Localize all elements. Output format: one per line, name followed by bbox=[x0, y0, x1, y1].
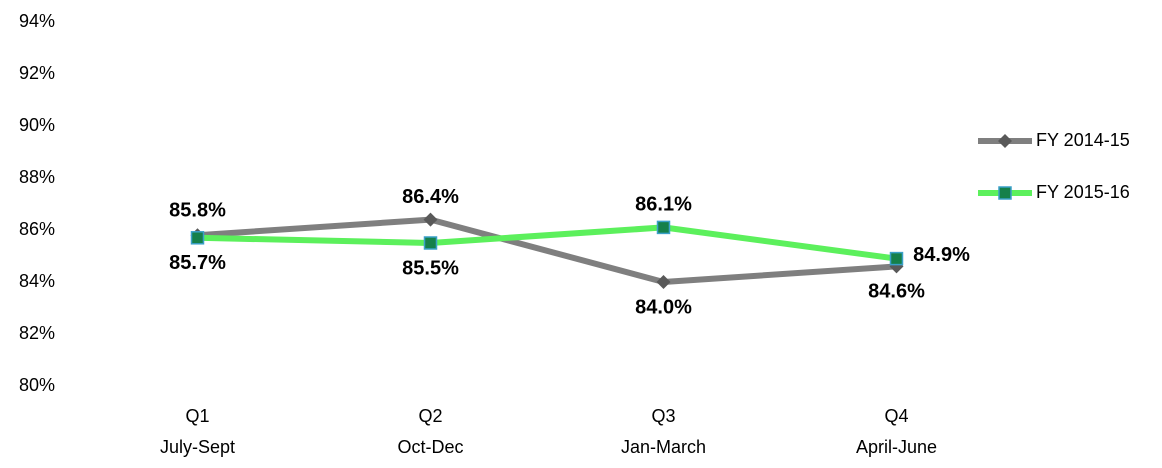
point-marker bbox=[656, 275, 671, 289]
legend-marker bbox=[998, 186, 1012, 200]
legend-item: FY 2015-16 bbox=[978, 182, 1130, 202]
point-marker bbox=[190, 231, 205, 245]
data-label: 84.6% bbox=[868, 281, 925, 303]
y-tick-label: 86% bbox=[19, 219, 55, 239]
y-tick-label: 90% bbox=[19, 115, 55, 135]
point-marker bbox=[423, 236, 438, 250]
y-tick-label: 92% bbox=[19, 63, 55, 83]
data-label: 85.8% bbox=[169, 199, 226, 221]
data-label: 85.7% bbox=[169, 252, 226, 274]
legend-label: FY 2014-15 bbox=[1036, 130, 1130, 150]
legend-label: FY 2015-16 bbox=[1036, 182, 1130, 202]
x-tick-label: Q3 Jan-March bbox=[621, 406, 706, 457]
x-tick-label: Q2 Oct-Dec bbox=[397, 406, 463, 457]
legend-marker bbox=[998, 134, 1012, 148]
series-line bbox=[197, 224, 897, 262]
legend-item: FY 2014-15 bbox=[978, 130, 1130, 150]
y-tick-label: 82% bbox=[19, 323, 55, 343]
point-marker bbox=[656, 220, 671, 235]
data-label: 84.0% bbox=[635, 296, 692, 318]
y-tick-label: 88% bbox=[19, 167, 55, 187]
data-label: 86.1% bbox=[635, 194, 692, 216]
y-tick-label: 94% bbox=[19, 11, 55, 31]
data-label: 86.4% bbox=[402, 186, 459, 208]
x-tick-label: Q4 April-June bbox=[856, 406, 937, 457]
series-line bbox=[197, 216, 897, 285]
point-marker bbox=[423, 212, 438, 227]
y-tick-label: 80% bbox=[19, 375, 55, 395]
x-tick-label: Q1 July-Sept bbox=[160, 406, 235, 457]
data-label: 84.9% bbox=[913, 244, 970, 266]
y-tick-label: 84% bbox=[19, 271, 55, 291]
data-label: 85.5% bbox=[402, 257, 459, 279]
point-marker bbox=[889, 251, 904, 266]
